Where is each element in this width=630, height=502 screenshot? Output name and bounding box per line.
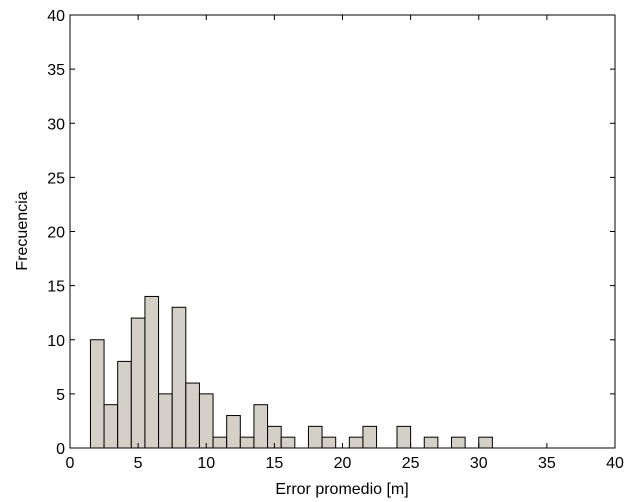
histogram-bar: [185, 382, 200, 449]
histogram-bar: [171, 306, 187, 449]
y-tick-label: 5: [56, 387, 65, 404]
x-tick-label: 30: [470, 455, 488, 472]
histogram-bar: [103, 404, 119, 449]
y-tick-label: 35: [47, 62, 65, 79]
x-tick-label: 5: [134, 455, 143, 472]
histogram-bar: [321, 436, 337, 449]
y-tick-label: 15: [47, 279, 65, 296]
histogram-bar: [423, 436, 439, 449]
x-tick-label: 10: [197, 455, 215, 472]
histogram-bar: [144, 295, 160, 449]
x-tick-label: 20: [334, 455, 352, 472]
tick-group: [69, 14, 616, 449]
x-tick-label: 0: [66, 455, 75, 472]
y-tick-label: 30: [47, 116, 65, 133]
histogram-bar: [280, 436, 296, 449]
histogram-bar: [89, 339, 105, 449]
y-tick-label: 25: [47, 170, 65, 187]
histogram-bar: [451, 436, 466, 449]
histogram-bar: [478, 436, 493, 449]
histogram-bar: [226, 415, 241, 449]
histogram-bar: [239, 436, 255, 449]
y-tick-label: 40: [47, 8, 65, 25]
x-tick-label: 40: [606, 455, 624, 472]
histogram-bar: [198, 393, 214, 449]
x-tick-label: 25: [402, 455, 420, 472]
histogram-bar: [212, 436, 228, 449]
y-axis-label: Frecuencia: [14, 191, 31, 270]
x-axis-label: Error promedio [m]: [275, 481, 408, 498]
y-tick-label: 20: [47, 225, 65, 242]
histogram-bar: [307, 425, 323, 449]
histogram-bar: [362, 425, 378, 449]
tick-label-group: 0 5 10 15 20 25 30 35 40 0 5 10 15 20 25 30 35 40: [47, 8, 624, 472]
histogram-bar: [348, 436, 364, 449]
y-tick-label: 0: [56, 441, 65, 458]
histogram-bar: [253, 404, 269, 449]
plot-area-frame: [69, 14, 616, 449]
histogram-bar: [396, 425, 412, 449]
bar-group: [89, 295, 493, 449]
histogram-bar: [117, 360, 132, 449]
y-tick-label: 10: [47, 333, 65, 350]
x-tick-label: 15: [265, 455, 283, 472]
x-tick-label: 35: [538, 455, 556, 472]
histogram-bar: [158, 393, 173, 449]
histogram-bar: [130, 317, 146, 449]
